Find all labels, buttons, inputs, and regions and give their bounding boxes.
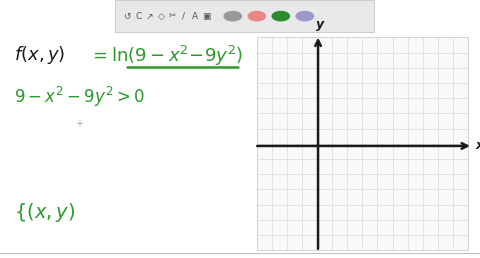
Text: $f(x,y)$: $f(x,y)$ xyxy=(14,44,66,67)
Text: ✂: ✂ xyxy=(168,12,176,21)
Text: A: A xyxy=(192,12,198,21)
Circle shape xyxy=(248,11,265,21)
Text: ▣: ▣ xyxy=(202,12,211,21)
Text: C: C xyxy=(135,12,142,21)
Text: x: x xyxy=(475,140,480,152)
Circle shape xyxy=(224,11,241,21)
Text: y: y xyxy=(316,18,324,31)
Bar xyxy=(115,0,374,32)
Text: $\{(x,y)$: $\{(x,y)$ xyxy=(14,201,75,224)
Text: +: + xyxy=(75,119,83,129)
Text: /: / xyxy=(182,12,185,21)
Text: ↺: ↺ xyxy=(123,12,131,21)
Text: $9-x^2-9y^2>0$: $9-x^2-9y^2>0$ xyxy=(14,85,145,109)
Bar xyxy=(257,37,468,250)
Text: ↗: ↗ xyxy=(146,12,154,21)
Text: $= \ln(9-x^2\!-\!9y^2)$: $= \ln(9-x^2\!-\!9y^2)$ xyxy=(89,43,243,68)
Text: ◇: ◇ xyxy=(158,12,165,21)
Circle shape xyxy=(296,11,313,21)
Circle shape xyxy=(272,11,289,21)
